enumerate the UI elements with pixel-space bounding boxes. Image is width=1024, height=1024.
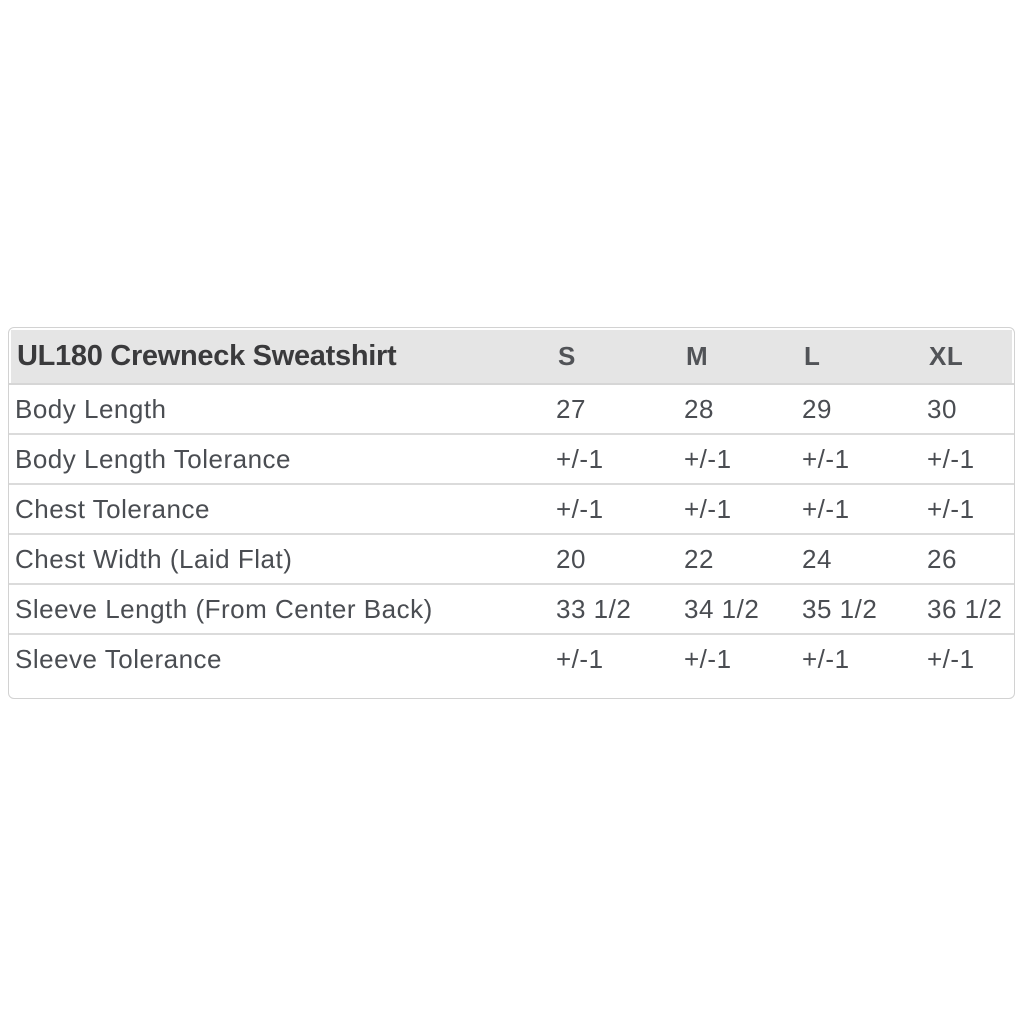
- cell-value: +/-1: [802, 493, 850, 524]
- cell-value: 35 1/2: [802, 593, 878, 624]
- cell-value: +/-1: [927, 493, 975, 524]
- cell-value: +/-1: [927, 643, 975, 674]
- table-row-body-length: Body Length 27 28 29 30: [9, 383, 1014, 433]
- cell-value: 34 1/2: [684, 593, 760, 624]
- cell-value: +/-1: [684, 643, 732, 674]
- size-chart-table: UL180 Crewneck Sweatshirt S M L XL Body …: [8, 327, 1015, 699]
- cell-value: 22: [684, 543, 714, 574]
- table-row-chest-width: Chest Width (Laid Flat) 20 22 24 26: [9, 533, 1014, 583]
- cell-value: 24: [802, 543, 832, 574]
- size-chart-header-row: UL180 Crewneck Sweatshirt S M L XL: [11, 330, 1012, 383]
- table-row-chest-tolerance: Chest Tolerance +/-1 +/-1 +/-1 +/-1: [9, 483, 1014, 533]
- table-row-sleeve-tolerance: Sleeve Tolerance +/-1 +/-1 +/-1 +/-1: [9, 633, 1014, 683]
- cell-value: +/-1: [927, 443, 975, 474]
- row-label: Chest Tolerance: [15, 493, 210, 524]
- row-label: Sleeve Tolerance: [15, 643, 222, 674]
- row-label: Chest Width (Laid Flat): [15, 543, 293, 574]
- cell-value: 20: [556, 543, 586, 574]
- cell-value: 27: [556, 393, 586, 424]
- row-label: Sleeve Length (From Center Back): [15, 593, 433, 624]
- table-row-sleeve-length: Sleeve Length (From Center Back) 33 1/2 …: [9, 583, 1014, 633]
- row-label: Body Length Tolerance: [15, 443, 291, 474]
- cell-value: 36 1/2: [927, 593, 1003, 624]
- cell-value: 26: [927, 543, 957, 574]
- cell-value: +/-1: [684, 443, 732, 474]
- cell-value: +/-1: [556, 643, 604, 674]
- cell-value: +/-1: [556, 493, 604, 524]
- size-column-header-m: M: [686, 341, 709, 371]
- size-column-header-s: S: [558, 341, 576, 371]
- cell-value: +/-1: [802, 443, 850, 474]
- cell-value: 29: [802, 393, 832, 424]
- size-column-header-l: L: [804, 341, 821, 371]
- table-row-body-length-tolerance: Body Length Tolerance +/-1 +/-1 +/-1 +/-…: [9, 433, 1014, 483]
- product-title: UL180 Crewneck Sweatshirt: [17, 340, 397, 372]
- row-label: Body Length: [15, 393, 167, 424]
- cell-value: 30: [927, 393, 957, 424]
- cell-value: 28: [684, 393, 714, 424]
- cell-value: +/-1: [684, 493, 732, 524]
- size-chart-body: Body Length 27 28 29 30 Body Length Tole…: [9, 383, 1014, 683]
- cell-value: 33 1/2: [556, 593, 632, 624]
- cell-value: +/-1: [556, 443, 604, 474]
- size-column-header-xl: XL: [929, 341, 964, 371]
- cell-value: +/-1: [802, 643, 850, 674]
